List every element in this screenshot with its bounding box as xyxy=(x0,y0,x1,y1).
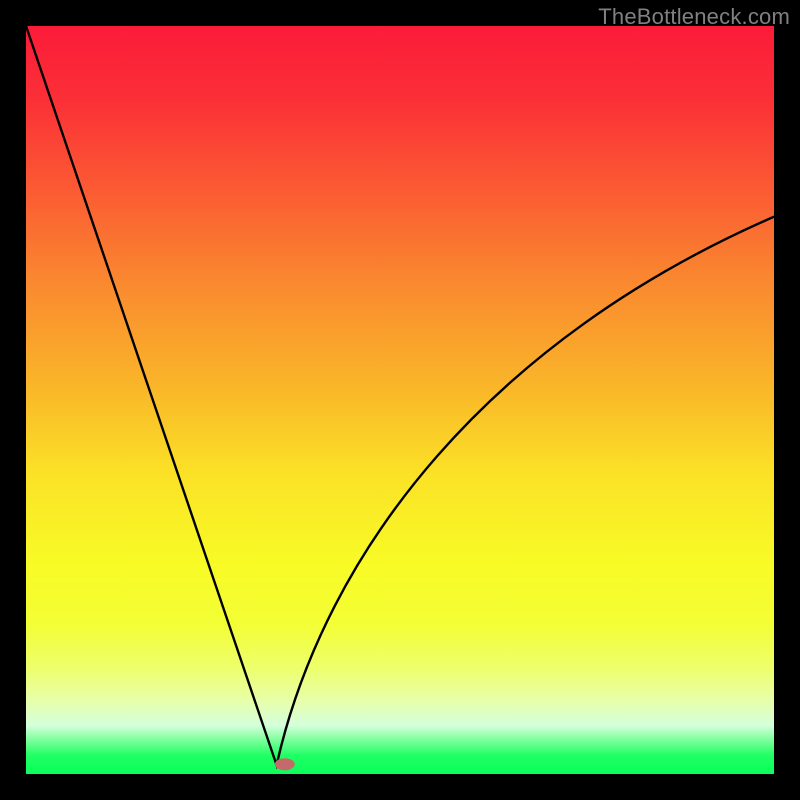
chart-frame: TheBottleneck.com xyxy=(0,0,800,800)
plot-area xyxy=(26,26,774,774)
gradient-background xyxy=(26,26,774,774)
minimum-marker xyxy=(275,758,295,770)
chart-svg xyxy=(26,26,774,774)
